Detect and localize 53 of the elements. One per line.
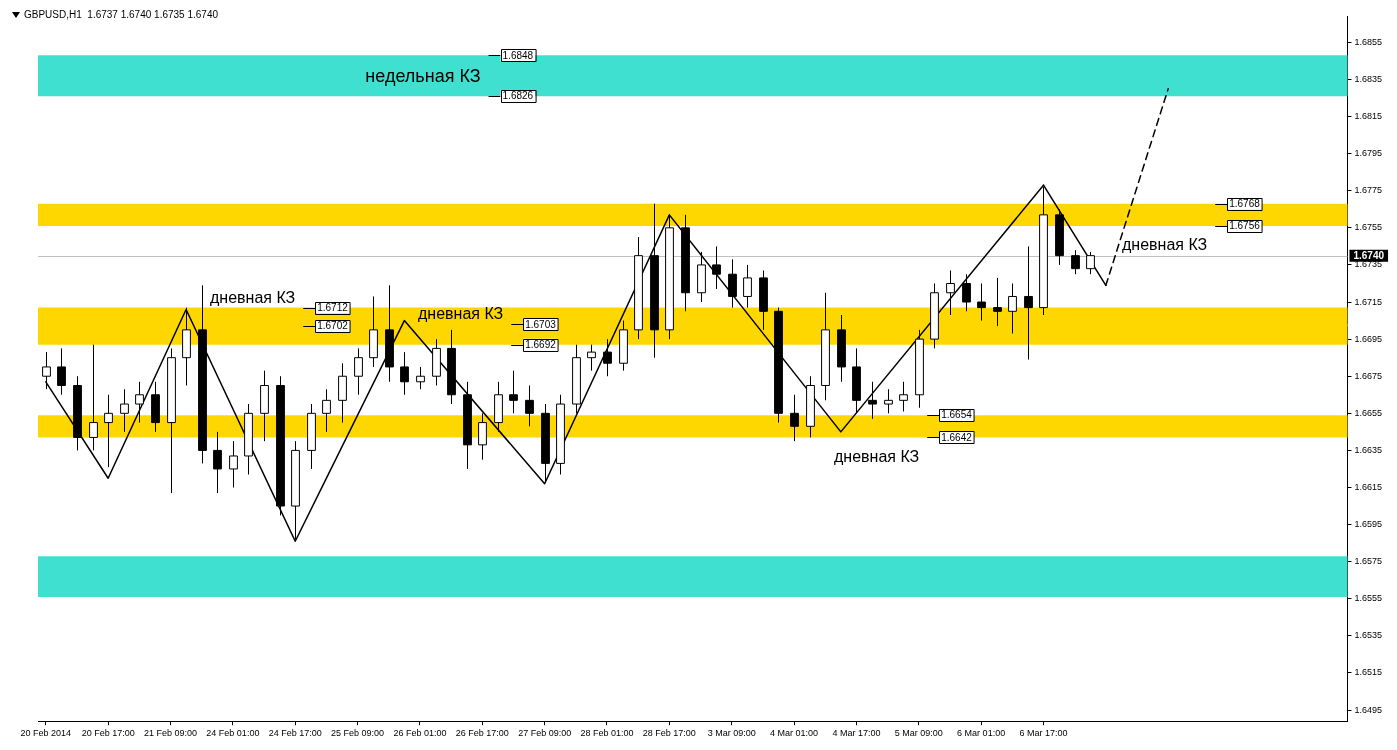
x-tick-label: 3 Mar 09:00 [707, 728, 756, 739]
y-tick-label: 1.6515 [1354, 667, 1382, 678]
y-tick-label: 1.6755 [1354, 222, 1382, 233]
x-tick-label: 25 Feb 09:00 [331, 728, 385, 739]
y-tick-label: 1.6635 [1354, 444, 1382, 455]
x-tick-label: 27 Feb 09:00 [518, 728, 572, 739]
y-tick-label: 1.6655 [1354, 407, 1382, 418]
band-label: недельная КЗ [365, 65, 481, 86]
x-tick-label: 28 Feb 17:00 [642, 728, 696, 739]
annotation: 1.6712 [317, 301, 349, 313]
chart-title: GBPUSD,H1 1.6737 1.6740 1.6735 1.6740 [24, 9, 219, 20]
y-tick-label: 1.6735 [1354, 259, 1382, 270]
y-tick-label: 1.6855 [1354, 36, 1382, 47]
band-label: дневная КЗ [1122, 236, 1208, 254]
ref-line-label: 1.6740 [1353, 249, 1385, 261]
x-tick-label: 28 Feb 01:00 [580, 728, 634, 739]
annotation: 1.6848 [502, 49, 534, 61]
x-tick-label: 6 Mar 17:00 [1019, 728, 1068, 739]
y-tick-label: 1.6675 [1354, 370, 1382, 381]
annotation: 1.6692 [525, 338, 557, 350]
band-label: дневная КЗ [834, 447, 920, 465]
annotation: 1.6703 [525, 318, 557, 330]
annotation: 1.6826 [502, 90, 534, 102]
x-tick-label: 4 Mar 01:00 [770, 728, 819, 739]
band-label: дневная КЗ [210, 288, 296, 306]
y-tick-label: 1.6815 [1354, 111, 1382, 122]
y-tick-label: 1.6555 [1354, 593, 1382, 604]
x-tick-label: 24 Feb 01:00 [206, 728, 260, 739]
x-tick-label: 4 Mar 17:00 [832, 728, 881, 739]
annotation: 1.6768 [1229, 197, 1261, 209]
annotation: 1.6654 [941, 409, 973, 421]
y-tick-label: 1.6595 [1354, 519, 1382, 530]
x-tick-label: 26 Feb 17:00 [455, 728, 509, 739]
y-tick-label: 1.6835 [1354, 73, 1382, 84]
x-tick-label: 21 Feb 09:00 [143, 728, 198, 739]
x-tick-label: 20 Feb 17:00 [81, 728, 135, 739]
y-tick-label: 1.6615 [1354, 481, 1382, 492]
band-label: дневная КЗ [418, 305, 504, 323]
x-tick-label: 5 Mar 09:00 [894, 728, 943, 739]
annotation: 1.6702 [317, 320, 349, 332]
y-tick-label: 1.6535 [1354, 630, 1382, 641]
y-tick-label: 1.6715 [1354, 296, 1382, 307]
x-tick-label: 20 Feb 2014 [20, 728, 72, 739]
y-tick-label: 1.6775 [1354, 185, 1382, 196]
x-tick-label: 26 Feb 01:00 [393, 728, 447, 739]
y-tick-label: 1.6795 [1354, 148, 1382, 159]
x-tick-label: 6 Mar 01:00 [957, 728, 1006, 739]
x-tick-label: 24 Feb 17:00 [268, 728, 322, 739]
y-tick-label: 1.6575 [1354, 556, 1382, 567]
annotation: 1.6756 [1229, 220, 1261, 232]
y-tick-label: 1.6695 [1354, 333, 1382, 344]
annotation: 1.6642 [941, 431, 973, 443]
y-tick-label: 1.6495 [1354, 704, 1382, 715]
